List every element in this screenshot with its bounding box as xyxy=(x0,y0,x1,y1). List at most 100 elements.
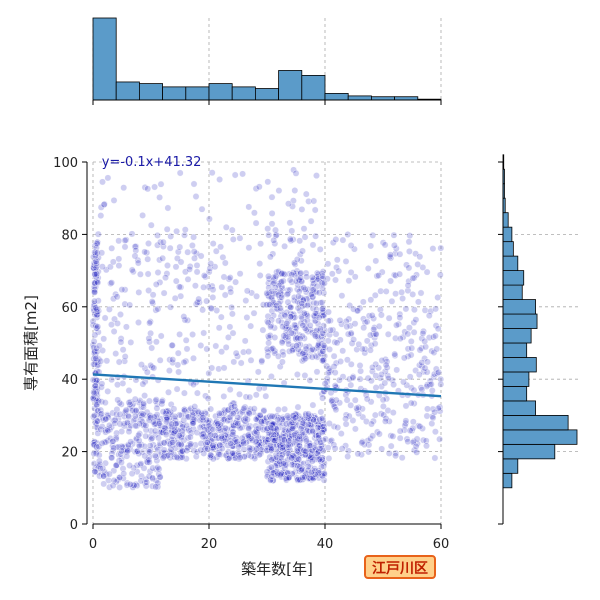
scatter-point xyxy=(115,262,123,269)
scatter-point xyxy=(235,443,242,451)
scatter-point xyxy=(423,381,431,389)
scatter-point xyxy=(125,428,133,435)
scatter-point xyxy=(163,414,171,422)
scatter-point xyxy=(417,289,425,297)
scatter-point xyxy=(396,270,403,278)
scatter-point xyxy=(328,397,336,405)
scatter-point xyxy=(190,447,198,454)
scatter-point xyxy=(410,446,418,454)
scatter-point xyxy=(128,230,136,238)
scatter-point xyxy=(291,187,299,194)
scatter-point xyxy=(315,467,322,475)
scatter-point xyxy=(280,436,288,444)
scatter-point xyxy=(366,331,374,339)
scatter-point xyxy=(393,321,400,329)
scatter-point xyxy=(198,409,206,417)
scatter-point xyxy=(164,262,171,269)
scatter-point xyxy=(296,335,304,342)
scatter-point xyxy=(201,426,209,433)
scatter-point xyxy=(91,288,98,296)
scatter-point xyxy=(371,291,379,299)
scatter-point xyxy=(420,368,427,376)
scatter-point xyxy=(201,409,209,416)
x-tick-label: 40 xyxy=(317,537,334,552)
scatter-point xyxy=(364,265,372,272)
scatter-point xyxy=(133,448,141,455)
scatter-point xyxy=(135,288,143,296)
scatter-point xyxy=(265,231,273,239)
scatter-point xyxy=(305,452,313,460)
scatter-point xyxy=(115,457,123,464)
scatter-point xyxy=(182,357,190,365)
scatter-point xyxy=(271,437,279,444)
scatter-point xyxy=(97,203,105,211)
scatter-point xyxy=(312,299,320,307)
scatter-point xyxy=(335,376,343,384)
scatter-point xyxy=(313,438,321,446)
scatter-point xyxy=(288,347,296,354)
scatter-point xyxy=(203,297,211,305)
scatter-point xyxy=(416,253,424,261)
scatter-point xyxy=(332,276,339,284)
scatter-point xyxy=(171,294,179,302)
scatter-point xyxy=(169,356,177,364)
scatter-point xyxy=(186,433,194,441)
scatter-point xyxy=(296,463,304,471)
scatter-point xyxy=(116,420,124,428)
scatter-point xyxy=(229,410,237,417)
scatter-point xyxy=(345,447,352,455)
scatter-point xyxy=(381,379,389,387)
scatter-point xyxy=(318,357,326,364)
scatter-point xyxy=(162,274,169,281)
scatter-point xyxy=(202,441,210,448)
scatter-point xyxy=(149,418,157,426)
scatter-point xyxy=(231,436,239,444)
scatter-point xyxy=(347,242,355,249)
scatter-point xyxy=(300,309,308,317)
scatter-point xyxy=(308,353,316,361)
top-hist-bar xyxy=(324,93,349,101)
scatter-point xyxy=(242,297,250,304)
scatter-point xyxy=(265,272,272,280)
scatter-point xyxy=(110,328,118,335)
scatter-point xyxy=(257,447,265,455)
scatter-point xyxy=(269,250,277,258)
scatter-point xyxy=(270,413,278,421)
scatter-point xyxy=(350,305,357,313)
scatter-point xyxy=(297,274,304,282)
scatter-point xyxy=(190,233,198,241)
scatter-point xyxy=(356,375,364,383)
scatter-point xyxy=(375,430,383,438)
scatter-point xyxy=(300,284,308,292)
scatter-point xyxy=(98,249,106,257)
scatter-point xyxy=(267,424,275,431)
scatter-point xyxy=(221,424,229,432)
scatter-point xyxy=(194,408,202,415)
top-hist-bar xyxy=(278,70,303,101)
scatter-point xyxy=(409,418,417,426)
scatter-point xyxy=(286,304,294,311)
scatter-point xyxy=(136,270,144,278)
scatter-point xyxy=(217,243,225,251)
scatter-point xyxy=(99,263,106,271)
top-hist-bar xyxy=(208,83,233,101)
scatter-point xyxy=(385,417,393,425)
x-tick-label: 60 xyxy=(433,537,450,552)
scatter-point xyxy=(156,442,164,449)
scatter-point xyxy=(432,305,439,313)
scatter-point xyxy=(141,364,149,372)
scatter-point xyxy=(94,323,102,331)
scatter-point xyxy=(90,388,98,396)
scatter-point xyxy=(155,419,163,427)
scatter-point xyxy=(338,292,346,300)
scatter-point xyxy=(396,250,404,258)
scatter-point xyxy=(222,223,230,231)
scatter-point xyxy=(190,180,198,188)
scatter-point xyxy=(200,283,208,291)
scatter-point xyxy=(250,209,258,217)
scatter-point xyxy=(372,372,380,380)
scatter-point xyxy=(93,376,101,384)
scatter-point xyxy=(126,301,134,309)
scatter-point xyxy=(404,330,412,338)
scatter-point xyxy=(382,415,390,422)
